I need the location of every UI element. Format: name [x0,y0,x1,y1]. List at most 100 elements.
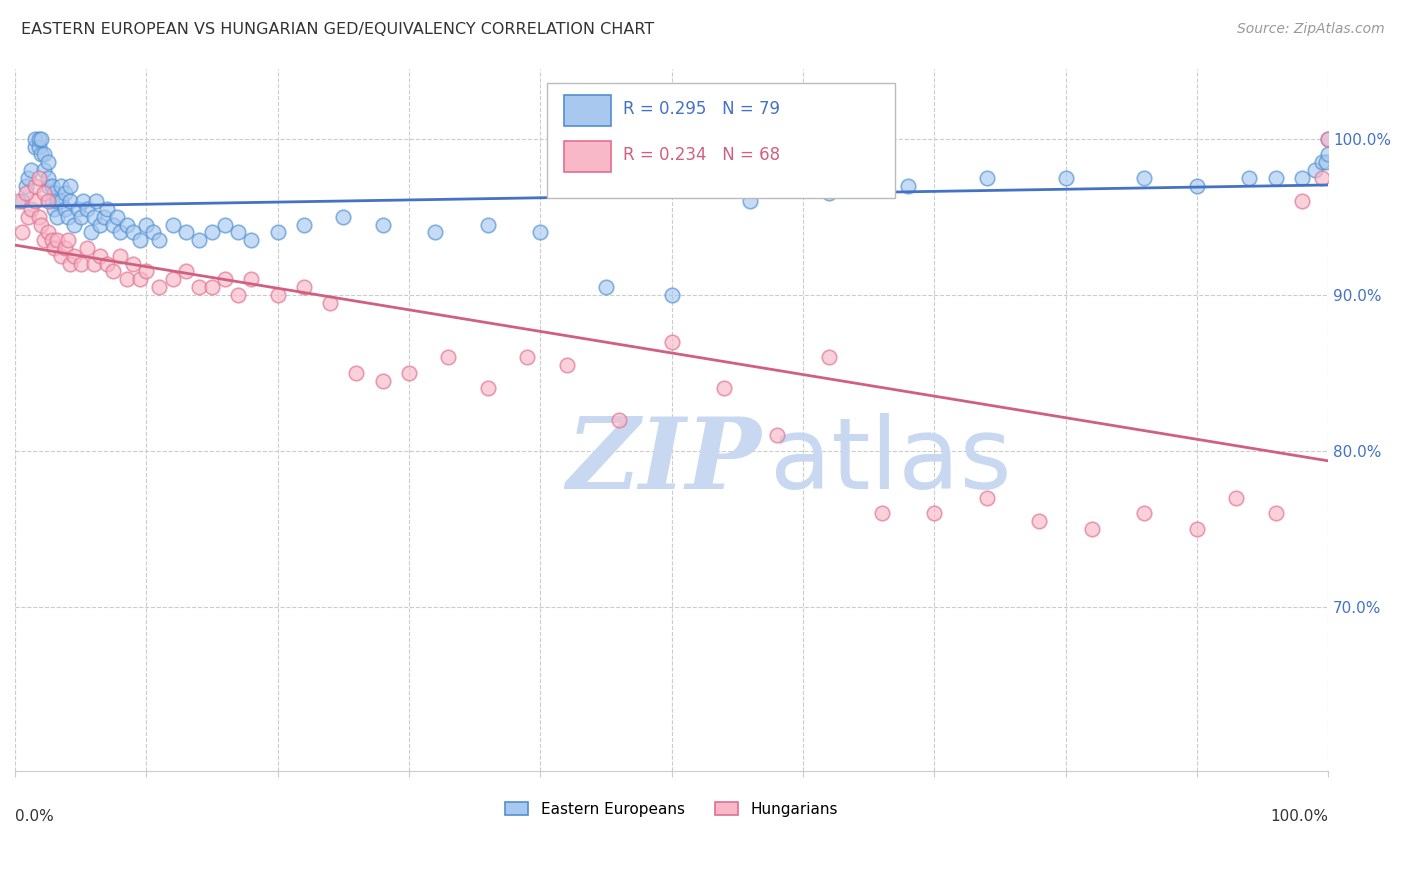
Point [607,412,630,426]
Point [398,366,420,380]
Point [80,225,103,239]
Point [162,272,184,286]
Point [516,350,538,364]
Point [1225,491,1247,505]
Point [1028,514,1050,528]
FancyBboxPatch shape [564,141,612,172]
Point [122,225,145,239]
Point [529,225,551,239]
Point [174,225,197,239]
Point [555,358,578,372]
Point [83,256,105,270]
Point [53,241,76,255]
Point [661,287,683,301]
FancyBboxPatch shape [547,83,894,198]
Point [187,280,209,294]
Point [1133,170,1156,185]
Point [122,256,145,270]
Point [201,280,224,294]
Point [765,428,787,442]
Point [30,132,52,146]
Point [1264,506,1286,520]
Point [32,233,55,247]
Point [32,163,55,178]
Point [818,350,841,364]
Point [49,249,72,263]
Point [17,170,39,185]
Point [10,194,32,209]
Point [44,186,66,201]
Point [128,233,150,247]
Point [240,272,263,286]
Point [870,506,893,520]
Point [922,506,945,520]
Point [1264,170,1286,185]
Point [976,491,998,505]
Point [128,272,150,286]
Point [24,139,46,153]
Point [72,194,94,209]
Text: Source: ZipAtlas.com: Source: ZipAtlas.com [1237,22,1385,37]
Point [661,334,683,349]
Point [266,287,288,301]
Point [10,225,32,239]
Point [1310,170,1333,185]
Point [86,194,108,209]
Point [108,225,131,239]
Point [63,218,86,232]
Point [1317,132,1340,146]
Text: R = 0.295   N = 79: R = 0.295 N = 79 [623,100,780,119]
Point [240,233,263,247]
Point [30,218,52,232]
Point [41,233,63,247]
Point [174,264,197,278]
Point [319,295,342,310]
Point [108,249,131,263]
Point [1303,163,1326,178]
Point [713,381,735,395]
Point [1317,147,1340,161]
Point [44,202,66,216]
Point [162,218,184,232]
Point [1317,132,1340,146]
Text: 100.0%: 100.0% [1270,809,1329,824]
Point [59,178,82,193]
Point [103,218,125,232]
Point [344,366,367,380]
Text: ZIP: ZIP [567,414,762,510]
Point [14,186,37,201]
Point [14,178,37,193]
Point [37,155,59,169]
Point [437,350,460,364]
FancyBboxPatch shape [564,95,612,126]
Point [66,202,89,216]
Point [44,241,66,255]
Point [226,287,249,301]
Point [41,194,63,209]
Point [24,132,46,146]
Point [37,194,59,209]
Point [115,218,138,232]
Point [89,249,111,263]
Point [27,132,49,146]
Point [740,194,762,209]
Point [1054,170,1077,185]
Point [226,225,249,239]
Point [32,186,55,201]
Point [63,249,86,263]
Point [148,233,170,247]
Point [27,139,49,153]
Point [201,225,224,239]
Point [477,381,499,395]
Point [56,233,79,247]
Point [1081,522,1104,536]
Point [135,218,157,232]
Point [135,264,157,278]
Point [148,280,170,294]
Point [425,225,447,239]
Point [142,225,165,239]
Point [818,186,841,201]
Point [107,210,129,224]
Point [53,202,76,216]
Point [115,272,138,286]
